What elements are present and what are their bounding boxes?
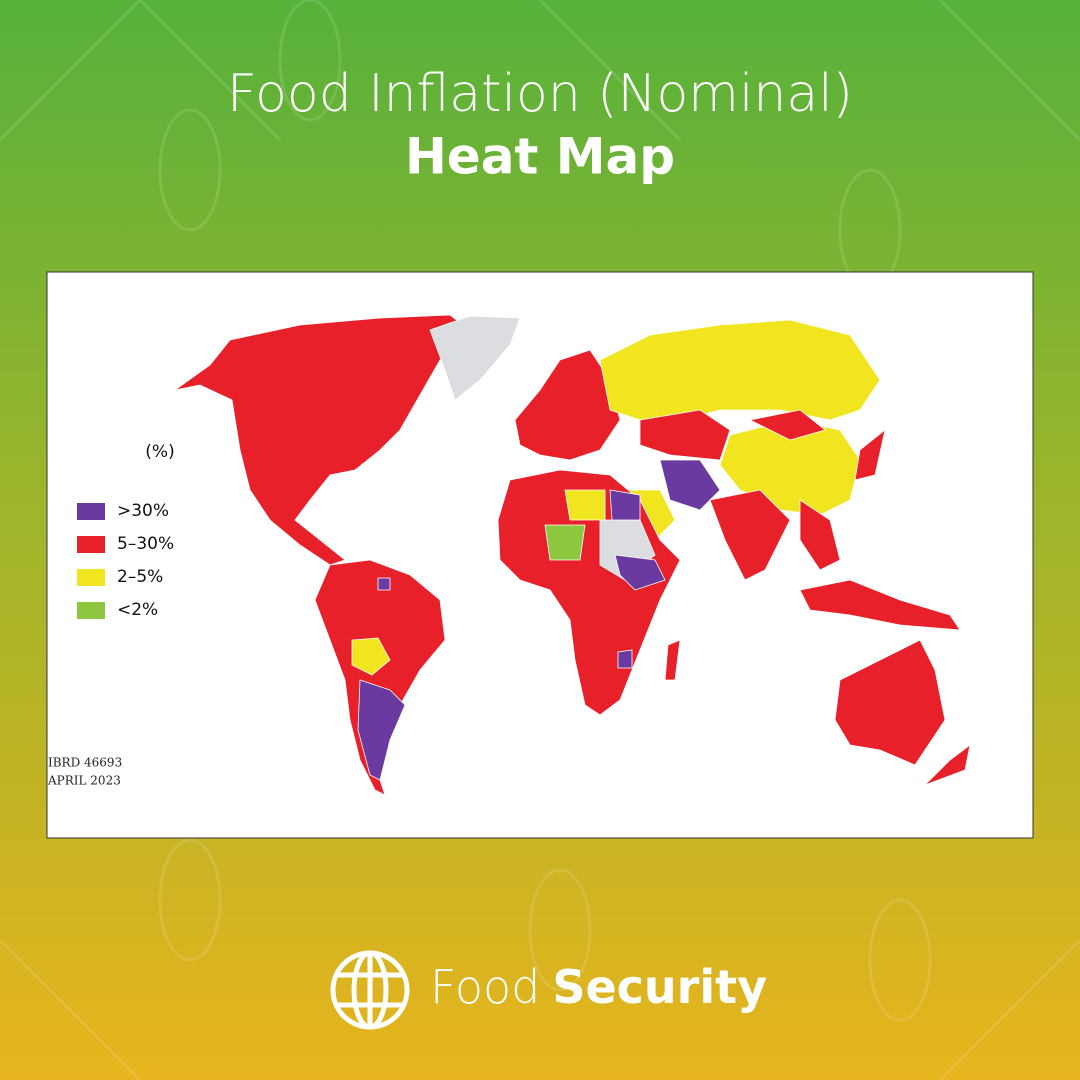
india	[709, 489, 791, 581]
legend-swatch	[77, 569, 105, 586]
kazakhstan	[639, 409, 731, 461]
niger	[544, 524, 586, 561]
europe	[514, 349, 621, 461]
japan	[854, 428, 886, 481]
title: Food Inflation (Nominal)	[227, 64, 853, 124]
legend-label: 5–30%	[117, 534, 174, 554]
mongolia	[748, 409, 826, 441]
legend-label: >30%	[117, 501, 169, 521]
world-map	[174, 314, 971, 796]
source-id: IBRD 46693	[48, 756, 122, 770]
bolivia	[351, 637, 391, 676]
legend: >30% 5–30% 2–5% <2%	[77, 501, 174, 620]
brand: Food Security	[430, 960, 767, 1014]
legend-label: 2–5%	[117, 567, 163, 587]
subtitle: Heat Map	[405, 128, 675, 186]
venezuela	[377, 577, 391, 591]
legend-label: <2%	[117, 600, 158, 620]
source-date: APRIL 2023	[47, 774, 121, 788]
brand-logo	[330, 950, 410, 1030]
madagascar	[664, 639, 681, 681]
southeast-asia	[799, 499, 841, 571]
indonesia	[799, 579, 961, 631]
legend-swatch	[77, 602, 105, 619]
zimbabwe	[617, 649, 633, 669]
legend-title: (%)	[145, 442, 174, 462]
greenland	[429, 315, 521, 401]
egypt	[609, 489, 641, 521]
australia	[834, 639, 946, 766]
legend-swatch	[77, 536, 105, 553]
libya	[564, 489, 606, 521]
new-zealand	[924, 744, 971, 786]
brand-light: Food	[430, 960, 540, 1014]
argentina	[357, 679, 406, 781]
legend-swatch	[77, 503, 105, 520]
ethiopia	[614, 554, 666, 591]
brand-bold: Security	[552, 960, 767, 1014]
